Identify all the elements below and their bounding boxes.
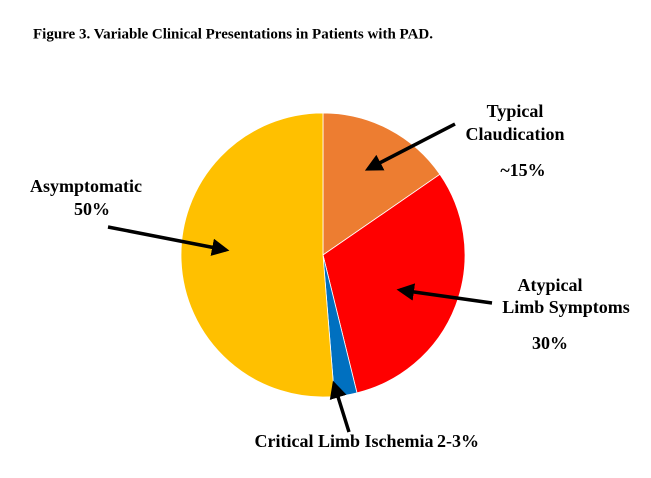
category-label: Asymptomatic bbox=[30, 176, 142, 196]
arrow bbox=[364, 122, 456, 171]
arrow bbox=[329, 380, 351, 433]
pie-slice bbox=[322, 173, 466, 394]
value-label: ~15% bbox=[500, 160, 545, 180]
category-label: Limb Symptoms bbox=[502, 297, 630, 317]
value-label: 30% bbox=[532, 333, 568, 353]
arrow bbox=[396, 283, 493, 305]
pie bbox=[180, 112, 466, 398]
chart-title: Figure 3. Variable Clinical Presentation… bbox=[33, 26, 433, 42]
category-label: Claudication bbox=[465, 124, 564, 144]
arrows bbox=[107, 122, 493, 433]
category-label: Typical bbox=[487, 101, 544, 121]
value-label: 2-3% bbox=[437, 431, 479, 451]
value-label: 50% bbox=[74, 199, 110, 219]
arrow bbox=[107, 225, 230, 256]
pie-slice bbox=[180, 112, 335, 398]
category-label: Critical Limb Ischemia bbox=[255, 431, 434, 451]
category-label: Atypical bbox=[518, 275, 583, 295]
